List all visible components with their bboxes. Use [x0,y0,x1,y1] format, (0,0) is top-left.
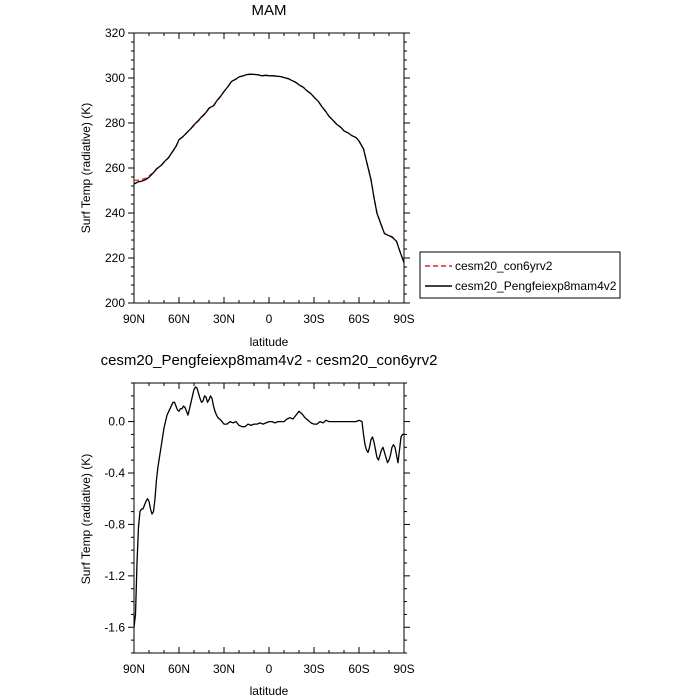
x-tick-label: 90S [393,312,414,326]
y-tick-label: 0.0 [108,415,125,429]
panel-bottom-ticks: 90N 60N 30N 0 30S 60S 90S -1.6 -1.2 -0.8 -0.4 0.0 [104,382,415,676]
panel-bottom-plot-frame [133,382,405,654]
x-tick-label: 0 [266,312,273,326]
x-tick-label: 60S [348,662,369,676]
y-tick-label: 260 [105,161,125,175]
panel-top-x-axis-label: latitude [250,335,289,349]
x-tick-label: 60S [348,312,369,326]
legend-box [419,251,621,299]
y-tick-label: -0.8 [104,517,125,531]
panel-top: MAM 90N 60N 30N 0 30S 60S 90S 200 220 240 260 280 30… [79,2,415,349]
y-tick-label: 220 [105,251,125,265]
x-tick-label: 60N [168,312,190,326]
legend-label-con6yrv2: cesm20_con6yrv2 [455,259,553,273]
panel-bottom-series [133,386,404,628]
series-line-top-0 [133,73,405,263]
panel-top-title: MAM [252,2,287,19]
y-tick-label: -0.4 [104,466,125,480]
panel-bottom: cesm20_Pengfeiexp8mam4v2 - cesm20_con6yr… [79,352,437,698]
x-tick-label: 90N [123,662,145,676]
y-tick-label: 200 [105,296,125,310]
series-line-bottom-0 [133,386,404,628]
plot-frame [133,32,405,304]
panel-top-series [133,73,405,263]
y-tick-label: 320 [105,26,125,40]
panel-bottom-y-axis-label: Surf Temp (radiative) (K) [79,454,93,584]
x-tick-label: 90S [393,662,414,676]
x-tick-label: 90N [123,312,145,326]
x-tick-label: 30N [213,662,235,676]
x-tick-label: 60N [168,662,190,676]
y-tick-label: -1.6 [104,620,125,634]
legend: cesm20_con6yrv2 cesm20_Pengfeiexp8mam4v2 [419,251,621,299]
y-tick-label: 300 [105,71,125,85]
panel-bottom-x-axis-label: latitude [250,684,289,698]
x-tick-label: 30N [213,312,235,326]
x-tick-label: 0 [266,662,273,676]
legend-label-pengfeiexp8mam4v2: cesm20_Pengfeiexp8mam4v2 [455,279,617,293]
panel-bottom-title: cesm20_Pengfeiexp8mam4v2 - cesm20_con6yr… [101,352,438,369]
y-tick-label: -1.2 [104,569,125,583]
x-tick-label: 30S [303,312,324,326]
panel-top-plot-frame [133,32,405,304]
panel-top-ticks: 90N 60N 30N 0 30S 60S 90S 200 220 240 260 280 300 320 [105,26,415,326]
panel-top-y-axis-label: Surf Temp (radiative) (K) [79,103,93,233]
y-tick-label: 240 [105,206,125,220]
plot-frame [133,382,405,654]
y-tick-label: 280 [105,116,125,130]
series-line-top-1 [133,73,405,263]
x-tick-label: 30S [303,662,324,676]
